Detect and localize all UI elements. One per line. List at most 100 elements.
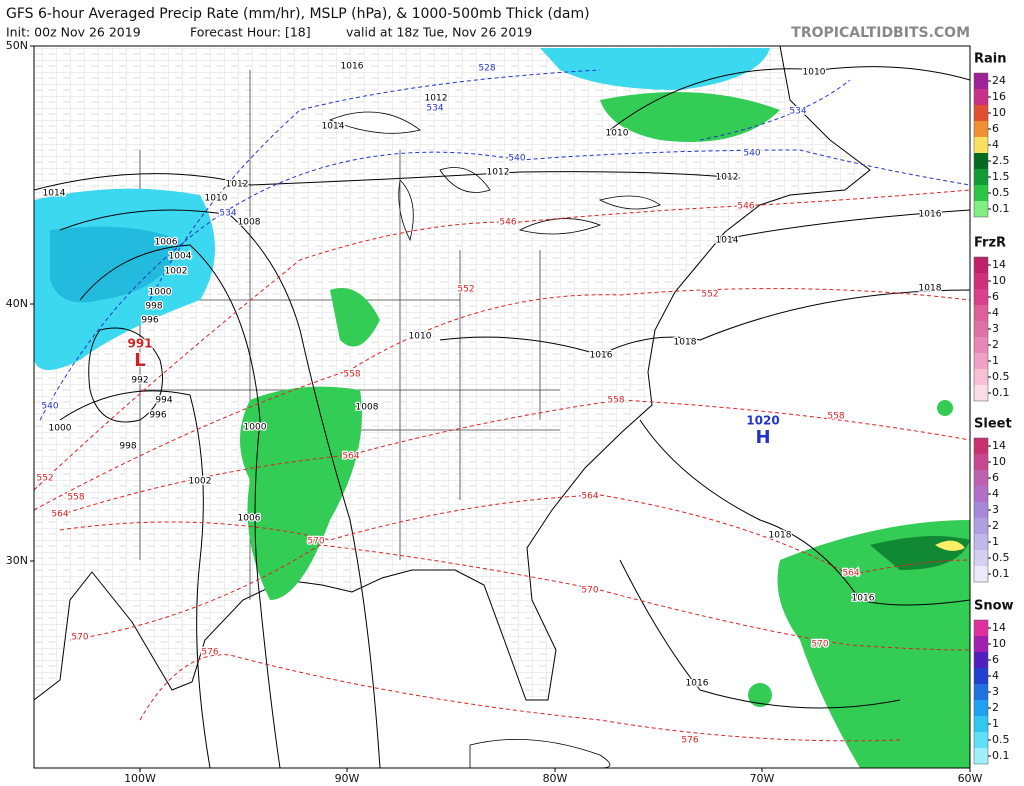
thickness-label: 576 (201, 648, 218, 658)
legend-swatch (974, 716, 988, 732)
isobar-label: 1004 (169, 252, 192, 262)
legend-swatch (974, 337, 988, 353)
lon-label: 100W (124, 772, 156, 785)
precip (34, 48, 970, 768)
legend-swatch (974, 353, 988, 369)
legend-tick-label: 6 (992, 653, 999, 666)
legend-swatch (974, 289, 988, 305)
thickness-label: 540 (508, 154, 525, 164)
thickness-label: 540 (743, 149, 760, 159)
forecast-hour: Forecast Hour: [18] (190, 25, 311, 40)
lon-label: 90W (335, 772, 360, 785)
legend-swatch (974, 89, 988, 105)
isobar-label: 998 (145, 302, 162, 312)
legend-title: Rain (974, 52, 1007, 67)
lon-label: 60W (958, 772, 983, 785)
legend-swatch (974, 732, 988, 748)
legend-tick-label: 14 (992, 258, 1006, 271)
isobar-label: 1000 (244, 423, 267, 433)
legend-swatch (974, 518, 988, 534)
isobar-label: 996 (141, 316, 158, 326)
legend-swatch (974, 201, 988, 217)
legend-swatch (974, 668, 988, 684)
legend-tick-label: 6 (992, 122, 999, 135)
legend-swatch (974, 153, 988, 169)
legend-tick-label: 1.5 (992, 170, 1010, 183)
legend-swatch (974, 502, 988, 518)
isobar-label: 996 (149, 411, 166, 421)
center-symbol: H (755, 427, 770, 448)
thickness-label: 546 (499, 218, 516, 228)
thickness-label: 534 (219, 209, 236, 219)
thickness-label: 564 (51, 510, 68, 520)
lon-label: 70W (750, 772, 775, 785)
site-name: TROPICALTIDBITS.COM (791, 25, 970, 41)
isobar-label: 1012 (226, 180, 249, 190)
legend-tick-label: 1 (992, 535, 999, 548)
legend-swatch (974, 369, 988, 385)
legend-tick-label: 4 (992, 487, 999, 500)
isobar-label: 1008 (356, 403, 379, 413)
isobar-label: 998 (119, 442, 136, 452)
thickness-label: 528 (478, 64, 495, 74)
isobar-label: 1000 (49, 424, 72, 434)
legend-tick-label: 0.5 (992, 733, 1010, 746)
lat-label: 30N (6, 554, 28, 567)
isobar-label: 1018 (674, 338, 697, 348)
legend-swatch (974, 684, 988, 700)
thickness-label: 546 (737, 202, 754, 212)
legend-swatch (974, 73, 988, 89)
lon-label: 80W (543, 772, 568, 785)
legend: Rain241610642.51.50.50.1FrzR1410643210.5… (973, 52, 1014, 765)
legend-swatch (974, 454, 988, 470)
init-time: Init: 00z Nov 26 2019 (6, 25, 141, 40)
legend-tick-label: 6 (992, 471, 999, 484)
thickness-label: 570 (811, 640, 828, 650)
legend-title: Snow (974, 599, 1014, 614)
isobar-label: 1016 (852, 594, 875, 604)
thickness-label: 558 (67, 493, 84, 503)
contour-labels: 1016 1012 1014 1012 1010 1008 1006 1004 1002 1000… (35, 60, 943, 747)
legend-swatch (974, 321, 988, 337)
center-value: 991 (127, 337, 152, 351)
thickness-label: 564 (842, 569, 859, 579)
legend-swatch (974, 273, 988, 289)
legend-swatch (974, 385, 988, 401)
legend-tick-label: 2 (992, 519, 999, 532)
isobar-label: 1010 (205, 194, 228, 204)
thickness-label: 570 (71, 633, 88, 643)
map-frame (33, 45, 971, 769)
thickness-label: 552 (701, 290, 718, 300)
legend-tick-label: 0.5 (992, 551, 1010, 564)
legend-title: Sleet (974, 417, 1012, 432)
legend-swatch (974, 748, 988, 764)
legend-tick-label: 10 (992, 274, 1006, 287)
title: GFS 6-hour Averaged Precip Rate (mm/hr),… (6, 6, 590, 22)
legend-tick-label: 0.1 (992, 567, 1010, 580)
isobar-label: 994 (155, 396, 172, 406)
isobar-label: 1010 (606, 129, 629, 139)
isobar-label: 1014 (43, 189, 66, 199)
thickness-label: 540 (41, 402, 58, 412)
lat-label: 40N (6, 297, 28, 310)
isobar-label: 1006 (238, 514, 261, 524)
thickness-label: 552 (457, 285, 474, 295)
legend-tick-label: 2 (992, 338, 999, 351)
thickness-label: 576 (681, 736, 698, 746)
legend-tick-label: 4 (992, 669, 999, 682)
legend-tick-label: 3 (992, 685, 999, 698)
legend-tick-label: 1 (992, 354, 999, 367)
isobar-label: 1010 (409, 332, 432, 342)
legend-swatch (974, 534, 988, 550)
legend-tick-label: 6 (992, 290, 999, 303)
legend-swatch (974, 700, 988, 716)
legend-tick-label: 10 (992, 637, 1006, 650)
legend-swatch (974, 652, 988, 668)
map-body: 1016 1012 1014 1012 1010 1008 1006 1004 1002 1000… (34, 46, 970, 768)
legend-tick-label: 24 (992, 74, 1006, 87)
thickness-label: 570 (581, 586, 598, 596)
valid-time: valid at 18z Tue, Nov 26 2019 (346, 25, 532, 40)
legend-tick-label: 0.1 (992, 749, 1010, 762)
lat-label: 50N (6, 39, 28, 52)
